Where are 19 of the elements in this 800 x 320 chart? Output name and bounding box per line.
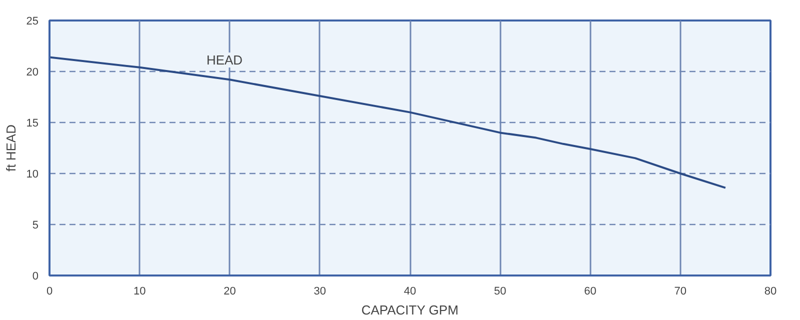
x-tick-label: 10 xyxy=(134,286,146,298)
y-axis-title: ft HEAD xyxy=(3,124,18,172)
y-tick-label: 15 xyxy=(26,118,39,130)
y-tick-label: 20 xyxy=(26,66,39,78)
x-tick-label: 30 xyxy=(314,286,326,298)
x-tick-label: 70 xyxy=(674,286,687,298)
x-axis-title: CAPACITY GPM xyxy=(361,302,458,318)
line-series xyxy=(50,56,726,189)
x-tick-label: 60 xyxy=(584,286,596,298)
x-tick-label: 0 xyxy=(46,286,53,298)
y-tick-label: 0 xyxy=(32,270,39,282)
x-tick-label: 80 xyxy=(764,286,777,298)
y-tick-label: 5 xyxy=(32,220,39,232)
x-tick-label: 50 xyxy=(494,286,506,298)
x-tick-label: 40 xyxy=(404,286,416,298)
y-tick-label: 25 xyxy=(26,16,39,28)
annotation: HEAD xyxy=(206,52,243,68)
y-tick-label: 10 xyxy=(26,168,39,180)
x-tick-label: 20 xyxy=(224,286,236,298)
